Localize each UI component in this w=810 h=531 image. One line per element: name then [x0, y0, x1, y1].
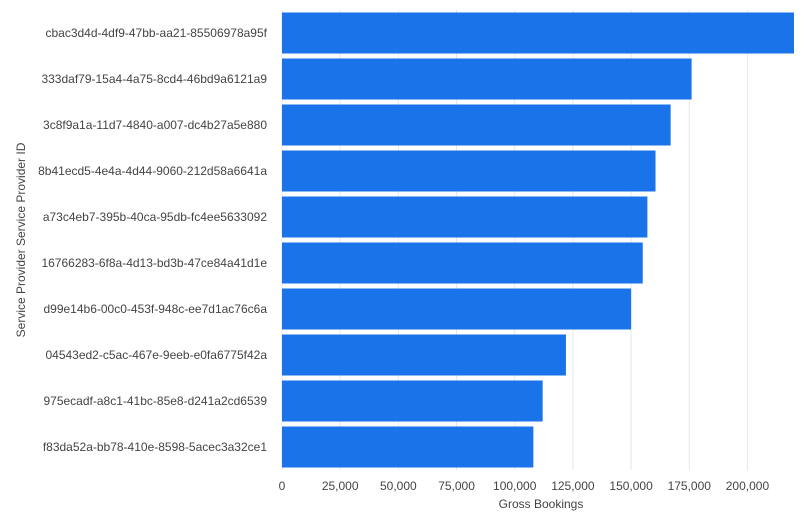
bar[interactable] [282, 242, 643, 284]
x-tick-label: 175,000 [668, 479, 712, 493]
y-tick-label: cbac3d4d-4df9-47bb-aa21-85506978a95f [45, 26, 267, 40]
y-tick-label: d99e14b6-00c0-453f-948c-ee7d1ac76c6a [43, 302, 267, 316]
y-tick-label: 16766283-6f8a-4d13-bd3b-47ce84a41d1e [41, 256, 267, 270]
x-tick-label: 25,000 [322, 479, 359, 493]
bars [282, 12, 794, 468]
x-axis-title: Gross Bookings [499, 497, 584, 511]
y-tick-label: f83da52a-bb78-410e-8598-5acec3a32ce1 [43, 440, 268, 454]
x-tick-label: 50,000 [380, 479, 417, 493]
x-tick-label: 125,000 [551, 479, 595, 493]
bar[interactable] [282, 196, 648, 238]
bar[interactable] [282, 380, 543, 422]
x-tick-label: 200,000 [726, 479, 770, 493]
y-tick-label: 3c8f9a1a-11d7-4840-a007-dc4b27a5e880 [43, 118, 267, 132]
bar[interactable] [282, 334, 566, 376]
bar[interactable] [282, 104, 671, 146]
y-tick-label: a73c4eb7-395b-40ca-95db-fc4ee5633092 [43, 210, 268, 224]
x-tick-label: 0 [279, 479, 286, 493]
x-tick-labels: 0 25,000 50,000 75,000 100,000 125,000 150,000… [279, 479, 770, 493]
y-tick-label: 8b41ecd5-4e4a-4d44-9060-212d58a6641a [38, 164, 267, 178]
bar[interactable] [282, 12, 794, 54]
y-tick-label: 333daf79-15a4-4a75-8cd4-46bd9a6121a9 [41, 72, 267, 86]
x-tick-label: 150,000 [609, 479, 653, 493]
x-tick-label: 100,000 [493, 479, 537, 493]
y-tick-labels: cbac3d4d-4df9-47bb-aa21-85506978a95f 333d… [38, 26, 268, 454]
bar[interactable] [282, 288, 632, 330]
bar[interactable] [282, 150, 656, 192]
y-tick-label: 975ecadf-a8c1-41bc-85e8-d241a2cd6539 [43, 394, 267, 408]
x-tick-label: 75,000 [438, 479, 475, 493]
y-axis-title: Service Provider Service Provider ID [14, 142, 28, 337]
bar[interactable] [282, 58, 692, 100]
bar[interactable] [282, 426, 534, 468]
y-tick-label: 04543ed2-c5ac-467e-9eeb-e0fa6775f42a [45, 348, 267, 362]
